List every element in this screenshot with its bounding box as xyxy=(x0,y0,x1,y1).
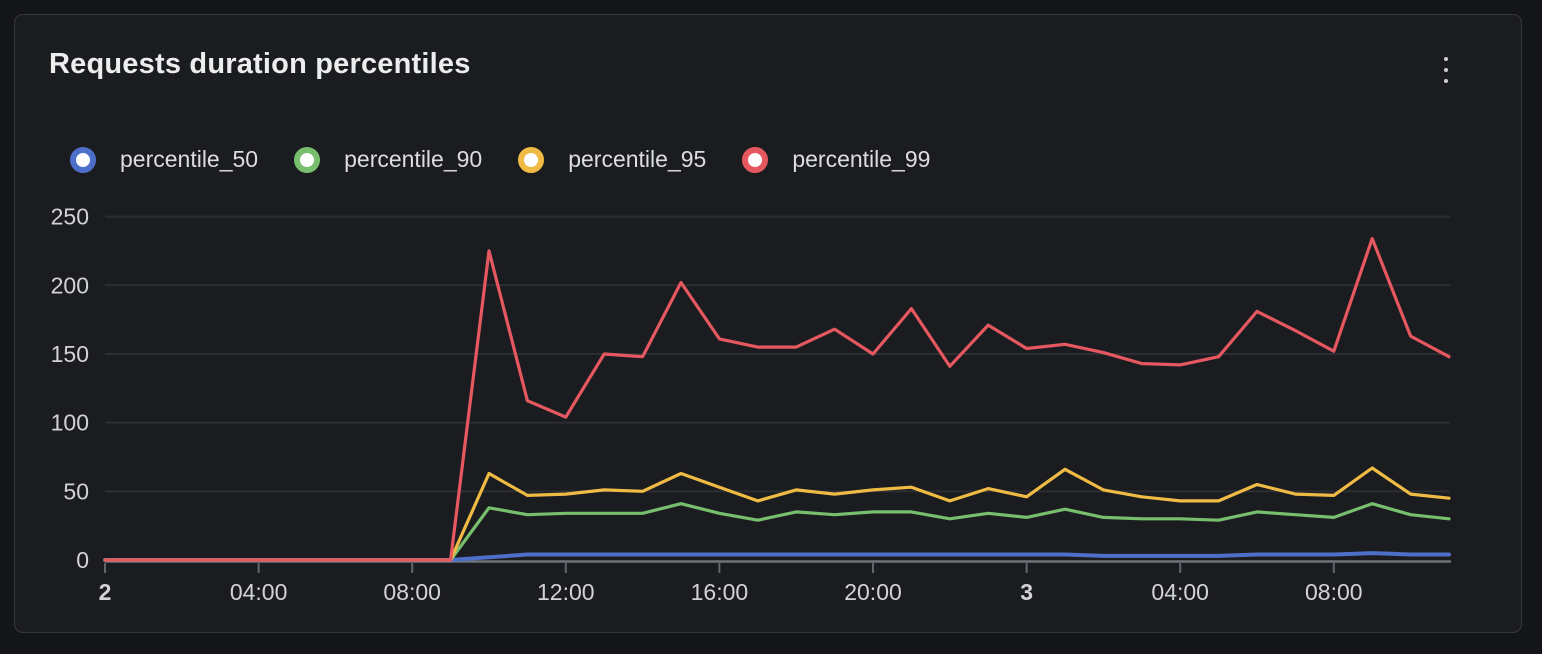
timeseries-chart[interactable]: 0 50 100 150 200 250 2 04:00 08:00 12:00 16:00 20:0… xyxy=(15,15,1521,629)
legend-label: percentile_90 xyxy=(344,146,483,172)
panel-requests-duration: Requests duration percentiles percentile… xyxy=(14,14,1522,633)
legend-label: percentile_95 xyxy=(568,146,707,172)
legend-marker-circle-icon xyxy=(518,146,545,173)
svg-text:50: 50 xyxy=(63,478,89,504)
legend-label: percentile_50 xyxy=(120,146,259,172)
y-axis-labels: 0 50 100 150 200 250 xyxy=(51,204,89,573)
legend-marker-circle-icon xyxy=(742,146,769,173)
grid-lines xyxy=(105,215,1450,493)
svg-text:08:00: 08:00 xyxy=(1305,579,1363,605)
legend-item-percentile_90[interactable]: percentile_90 xyxy=(294,146,482,173)
kebab-vertical-icon xyxy=(1444,57,1448,61)
svg-text:2: 2 xyxy=(99,579,112,605)
legend-marker-circle-icon xyxy=(70,146,96,173)
svg-text:100: 100 xyxy=(51,410,89,436)
svg-text:20:00: 20:00 xyxy=(844,579,902,605)
kebab-vertical-icon xyxy=(1444,68,1448,72)
svg-text:04:00: 04:00 xyxy=(1151,579,1209,605)
svg-text:12:00: 12:00 xyxy=(537,579,595,605)
svg-text:150: 150 xyxy=(51,341,89,367)
svg-text:16:00: 16:00 xyxy=(691,579,749,605)
legend-item-percentile_95[interactable]: percentile_95 xyxy=(518,146,706,173)
svg-text:250: 250 xyxy=(51,204,89,230)
legend-item-percentile_99[interactable]: percentile_99 xyxy=(742,146,930,173)
legend-label: percentile_99 xyxy=(792,146,931,172)
chart-legend: percentile_50 percentile_90 percentile_95 p… xyxy=(70,146,930,173)
x-axis xyxy=(104,560,1451,573)
x-axis-labels: 2 04:00 08:00 12:00 16:00 20:00 3 04:00 08:00 xyxy=(99,579,1363,605)
svg-text:04:00: 04:00 xyxy=(230,579,288,605)
legend-marker-circle-icon xyxy=(294,146,321,173)
svg-text:0: 0 xyxy=(76,547,89,573)
kebab-vertical-icon xyxy=(1444,79,1448,83)
legend-item-percentile_50[interactable]: percentile_50 xyxy=(70,146,258,173)
panel-title: Requests duration percentiles xyxy=(49,48,471,80)
series-line-percentile_99 xyxy=(103,237,1451,562)
svg-text:3: 3 xyxy=(1020,579,1033,605)
series-line-percentile_90 xyxy=(103,502,1451,562)
svg-text:08:00: 08:00 xyxy=(383,579,441,605)
svg-text:200: 200 xyxy=(51,272,89,298)
panel-menu-button[interactable] xyxy=(1433,53,1459,87)
